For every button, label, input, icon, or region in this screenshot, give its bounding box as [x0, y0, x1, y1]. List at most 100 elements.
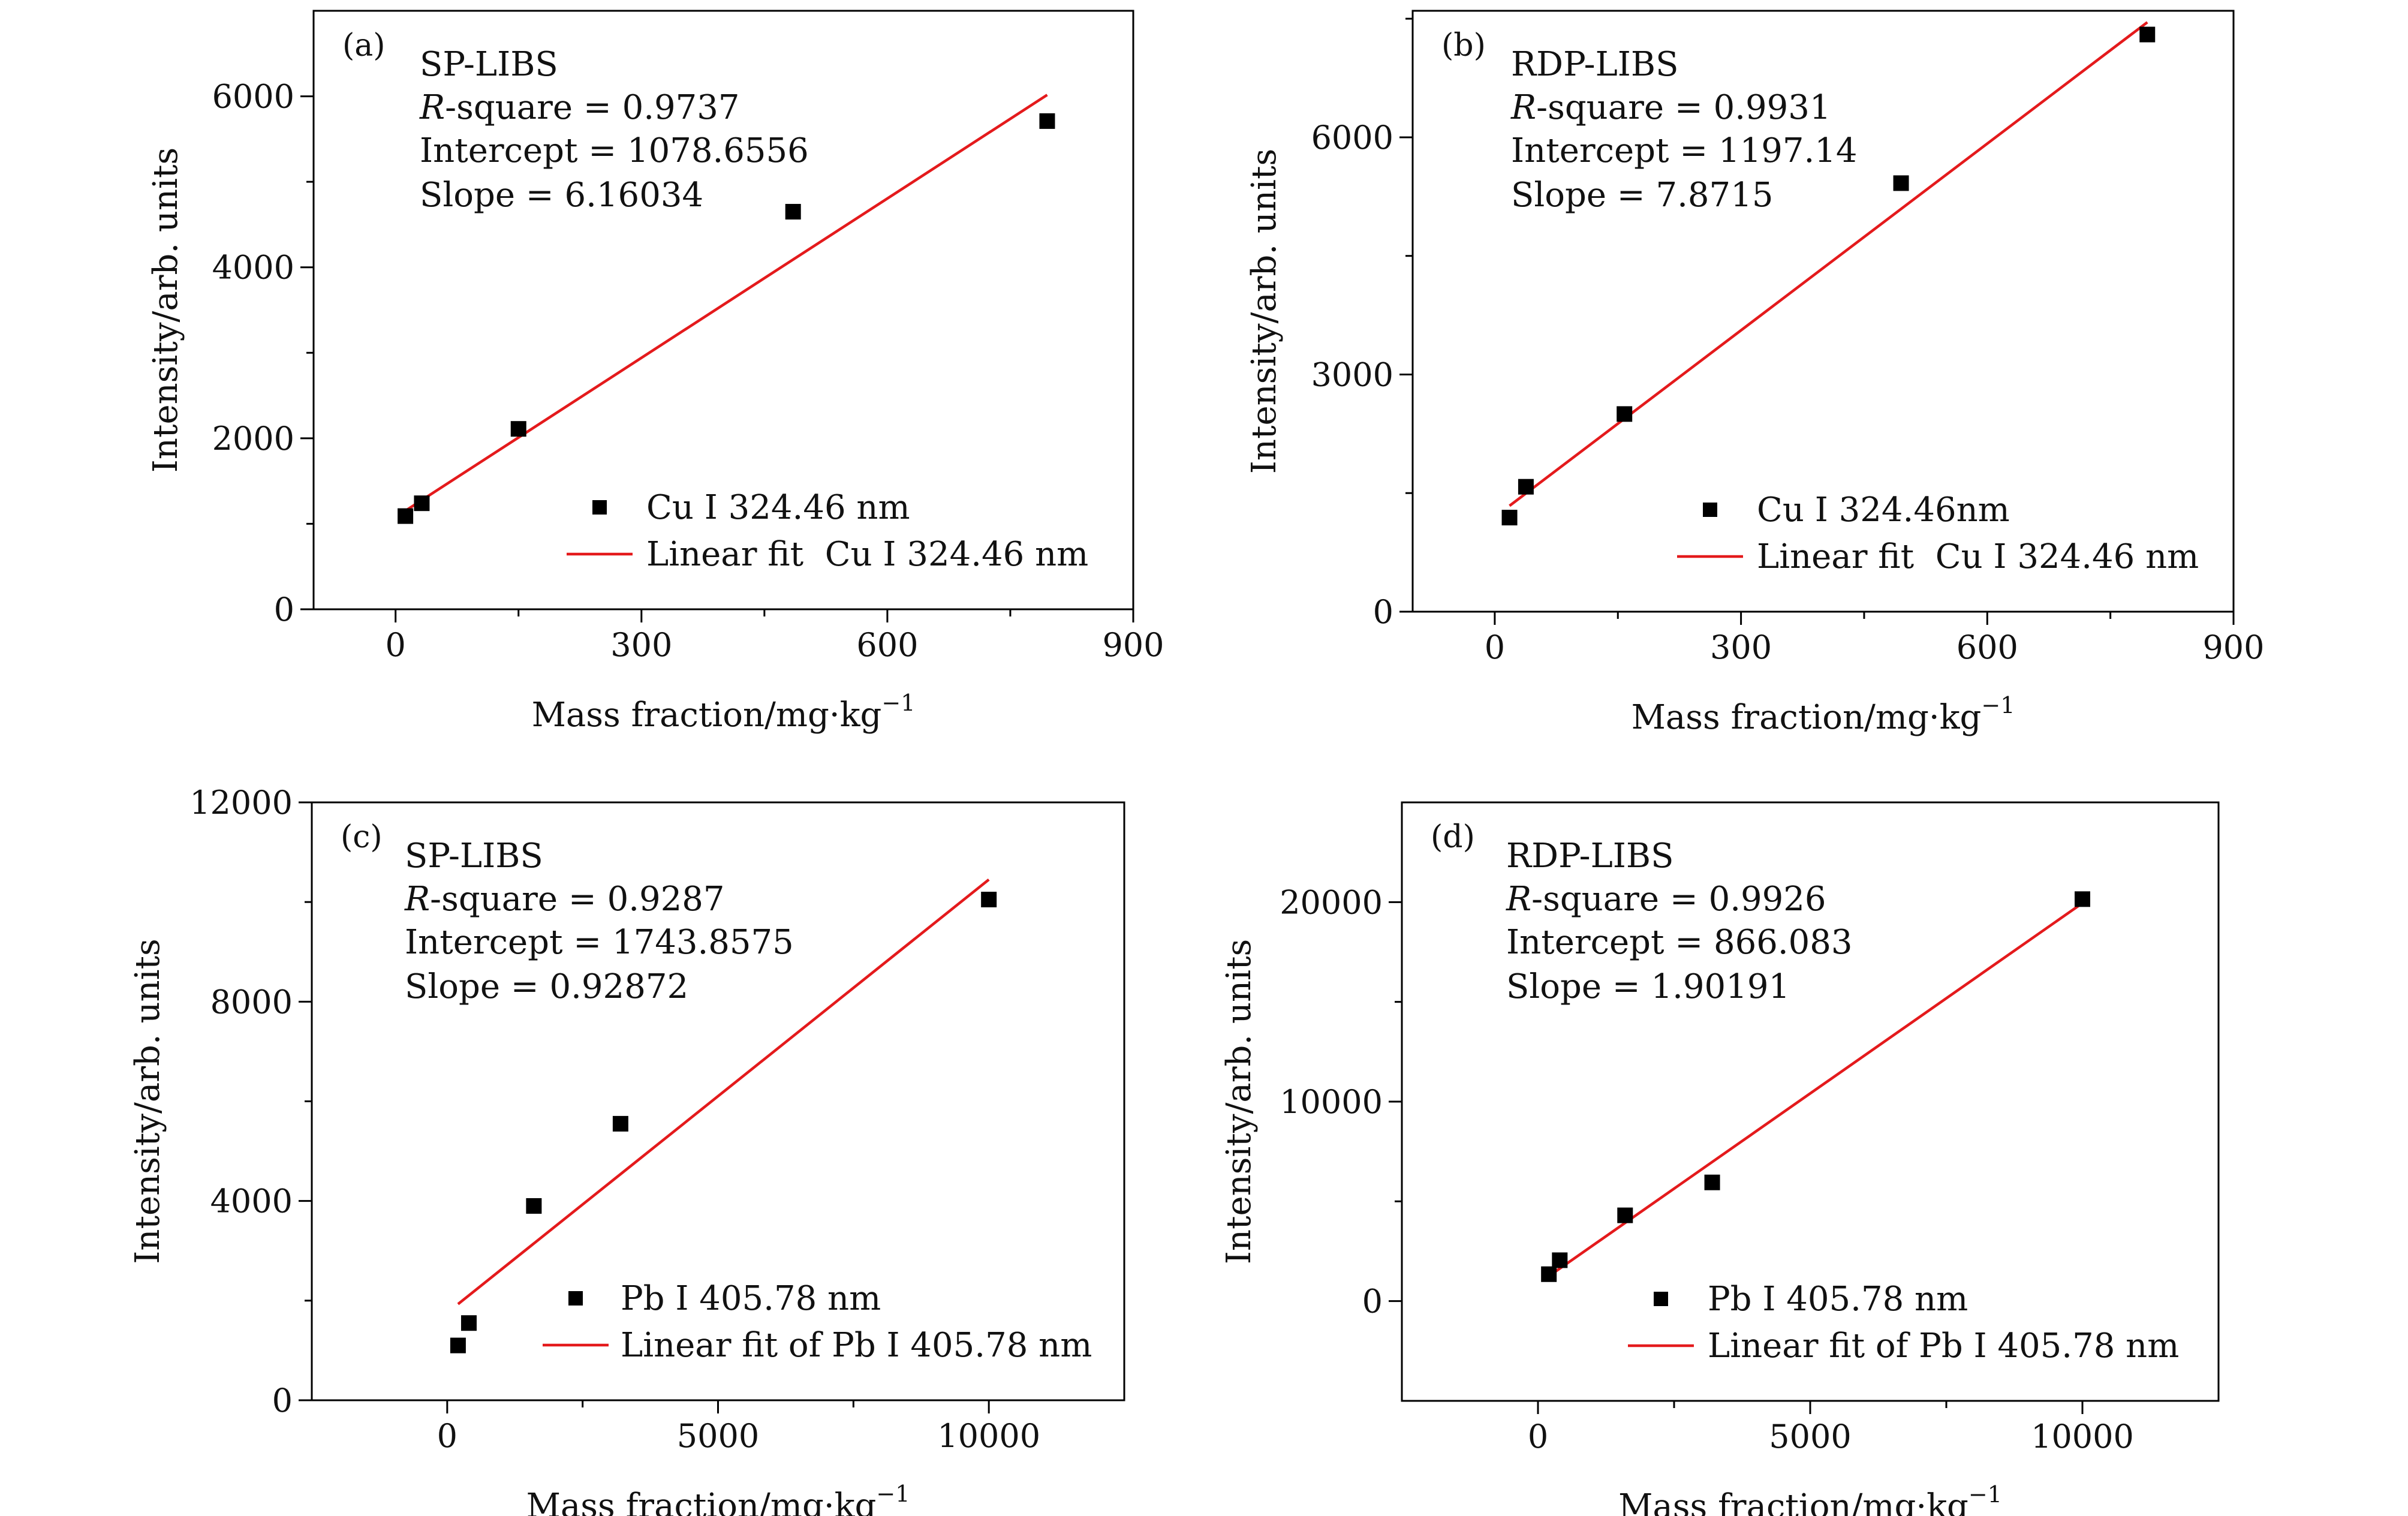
y-axis-label: Intensity/arb. units: [1245, 149, 1284, 474]
fit-line: [1548, 902, 2084, 1277]
y-tick-label: 0: [274, 591, 294, 628]
y-tick-label: 6000: [1311, 119, 1393, 157]
legend-entry-fit: Linear fit of Pb I 405.78 nm: [1708, 1326, 2179, 1365]
slope-annotation: Slope = 1.90191: [1506, 967, 1790, 1006]
intercept-annotation: Intercept = 1743.8575: [405, 923, 794, 962]
r-square-symbol: R: [404, 880, 430, 919]
data-point: [1617, 406, 1633, 422]
x-tick-label: 900: [1102, 626, 1164, 664]
fit-line: [404, 94, 1048, 512]
legend-entry-fit: Linear fit of Pb I 405.78 nm: [621, 1326, 1092, 1365]
slope-annotation: Slope = 7.8715: [1511, 176, 1773, 215]
data-point: [398, 508, 414, 524]
data-point: [460, 1315, 477, 1331]
legend-point-symbol: [1703, 503, 1717, 517]
data-point: [612, 1115, 628, 1132]
legend-point-symbol: [568, 1291, 583, 1306]
slope-annotation: Slope = 0.92872: [405, 967, 688, 1006]
y-tick-label: 4000: [210, 1183, 293, 1220]
x-axis-label-text: Mass fraction/mg·kg: [1618, 1487, 1968, 1516]
intercept-annotation: Intercept = 1197.14: [1511, 131, 1858, 170]
intercept-annotation: Intercept = 1078.6556: [420, 131, 809, 170]
x-axis-label-exponent: −1: [1981, 692, 2015, 718]
legend-entry-fit: Linear fit Cu I 324.46 nm: [646, 535, 1088, 574]
y-tick-label: 4000: [212, 249, 294, 287]
y-tick-label: 2000: [212, 420, 294, 458]
method-label: RDP-LIBS: [1511, 45, 1678, 84]
x-tick-label: 0: [386, 626, 406, 664]
y-axis-label: Intensity/arb. units: [128, 939, 167, 1264]
r-square-value: -square = 0.9931: [1536, 88, 1831, 127]
x-tick-label: 0: [437, 1417, 457, 1455]
panel-label: (d): [1431, 819, 1475, 855]
x-tick-label: 0: [1528, 1418, 1548, 1455]
panel-a: 0 300 600 900 0 2000 4000 6000 Mass fraction/mg·…: [146, 10, 1164, 735]
x-axis-label-text: Mass fraction/mg·kg: [526, 1487, 877, 1516]
data-point: [1704, 1174, 1720, 1190]
data-point: [1541, 1266, 1557, 1282]
data-point: [526, 1198, 542, 1214]
y-axis-label: Intensity/arb. units: [146, 148, 185, 473]
y-tick-label: 6000: [212, 78, 294, 116]
data-point: [785, 204, 801, 220]
x-axis-label-exponent: −1: [876, 1481, 910, 1507]
data-point: [1518, 479, 1534, 495]
legend-entry-points: Pb I 405.78 nm: [621, 1279, 881, 1318]
x-axis-label-exponent: −1: [881, 690, 915, 716]
data-point: [450, 1337, 466, 1353]
y-tick-label: 3000: [1311, 356, 1393, 393]
slope-annotation: Slope = 6.16034: [420, 176, 703, 215]
x-axis-label: Mass fraction/mg·kg−1: [532, 690, 916, 735]
fit-line: [457, 879, 990, 1306]
y-tick-label: 8000: [210, 983, 293, 1021]
r-square-value: -square = 0.9926: [1531, 880, 1826, 919]
method-label: SP-LIBS: [405, 837, 543, 876]
x-tick-label: 300: [1710, 628, 1772, 666]
plot-frame: [1411, 10, 2235, 613]
x-axis-label: Mass fraction/mg·kg−1: [1632, 692, 2015, 737]
plot-frame: [312, 10, 1134, 610]
method-label: RDP-LIBS: [1506, 837, 1673, 876]
r-square-annotation: R-square = 0.9931: [1510, 88, 1831, 127]
y-tick-label: 10000: [1280, 1083, 1383, 1121]
y-tick-label: 0: [272, 1382, 293, 1419]
panel-d: 0 5000 10000 0 10000 20000 Mass fraction/mg·kg…: [1220, 801, 2220, 1516]
method-label: SP-LIBS: [420, 45, 558, 84]
x-tick-label: 10000: [937, 1417, 1040, 1455]
r-square-symbol: R: [419, 88, 445, 127]
legend-entry-points: Cu I 324.46nm: [1757, 491, 2010, 530]
fit-line: [1509, 21, 2148, 507]
intercept-annotation: Intercept = 866.083: [1506, 923, 1853, 962]
panel-label: (c): [341, 819, 383, 855]
x-tick-label: 5000: [677, 1417, 759, 1455]
legend-entry-points: Pb I 405.78 nm: [1708, 1280, 1968, 1319]
data-point: [510, 421, 526, 437]
panel-label: (b): [1441, 28, 1486, 64]
data-point: [2075, 891, 2090, 907]
r-square-annotation: R-square = 0.9737: [419, 88, 740, 127]
panel-c: 0 5000 10000 0 4000 8000 12000 Mass fraction/mg…: [128, 784, 1125, 1516]
r-square-symbol: R: [1506, 880, 1531, 919]
r-square-annotation: R-square = 0.9926: [1506, 880, 1826, 919]
data-point: [1617, 1207, 1633, 1223]
x-tick-label: 900: [2202, 628, 2264, 666]
r-square-annotation: R-square = 0.9287: [404, 880, 725, 919]
x-tick-label: 600: [856, 626, 918, 664]
legend-entry-fit: Linear fit Cu I 324.46 nm: [1757, 537, 2199, 576]
x-axis-label-text: Mass fraction/mg·kg: [532, 696, 882, 735]
y-tick-label: 0: [1373, 593, 1393, 631]
y-tick-label: 20000: [1280, 883, 1383, 921]
x-axis-label: Mass fraction/mg·kg−1: [1618, 1481, 2002, 1516]
x-axis-label: Mass fraction/mg·kg−1: [526, 1481, 910, 1516]
panel-label: (a): [342, 28, 386, 64]
y-axis-label: Intensity/arb. units: [1220, 939, 1259, 1264]
x-tick-label: 0: [1485, 628, 1505, 666]
y-tick-label: 12000: [189, 784, 293, 822]
r-square-value: -square = 0.9737: [445, 88, 739, 127]
x-axis-label-exponent: −1: [1968, 1481, 2002, 1508]
r-square-symbol: R: [1510, 88, 1536, 127]
x-tick-label: 10000: [2031, 1418, 2134, 1455]
x-tick-label: 300: [610, 626, 672, 664]
legend-point-symbol: [1654, 1292, 1668, 1306]
